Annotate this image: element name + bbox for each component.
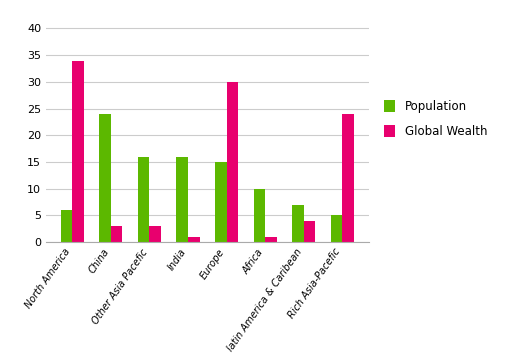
Bar — [304, 221, 315, 242]
Bar — [253, 189, 265, 242]
Bar — [343, 114, 354, 242]
Bar — [227, 82, 238, 242]
Bar — [72, 61, 84, 242]
Bar — [150, 226, 161, 242]
Bar — [292, 205, 304, 242]
Legend: Population, Global Wealth: Population, Global Wealth — [378, 94, 494, 143]
Bar — [265, 237, 277, 242]
Bar — [177, 157, 188, 242]
Bar — [61, 210, 72, 242]
Bar — [331, 215, 343, 242]
Bar — [138, 157, 150, 242]
Bar — [188, 237, 200, 242]
Bar — [215, 162, 227, 242]
Bar — [111, 226, 122, 242]
Bar — [99, 114, 111, 242]
